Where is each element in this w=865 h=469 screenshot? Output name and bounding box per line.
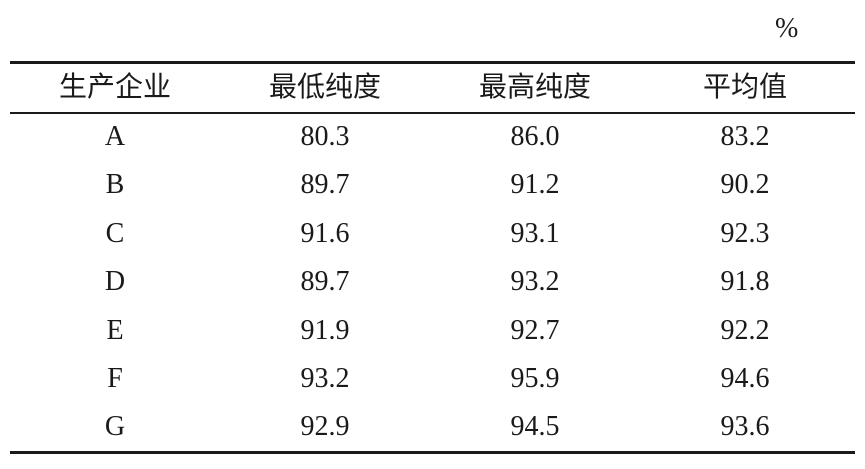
data-cell: 93.1: [510, 217, 560, 249]
top-rule: [10, 61, 855, 64]
row-label: D: [104, 266, 126, 298]
data-cell: 92.3: [720, 217, 770, 249]
row-label: A: [104, 121, 126, 152]
header-rule: [10, 112, 855, 114]
data-cell: 93.6: [720, 411, 770, 443]
data-cell: 89.7: [300, 266, 350, 298]
row-label: F: [107, 363, 123, 394]
data-cell: 83.2: [720, 121, 770, 152]
data-cell: 95.9: [510, 363, 560, 394]
header-cell: 生产企业: [58, 72, 171, 103]
data-cell: 92.2: [720, 314, 770, 346]
data-cell: 91.9: [300, 314, 350, 346]
data-cell: 91.8: [720, 266, 770, 298]
data-cell: 92.7: [510, 314, 560, 346]
data-cell: 91.2: [510, 169, 560, 201]
header-cell: 平均值: [702, 72, 787, 103]
header-cell: 最高纯度: [478, 72, 591, 103]
data-cell: 80.3: [300, 121, 350, 152]
header-cell: 最低纯度: [268, 72, 381, 103]
data-cell: 93.2: [300, 363, 350, 394]
row-label: C: [105, 217, 125, 249]
bottom-rule: [10, 451, 855, 454]
data-cell: 86.0: [510, 121, 560, 152]
data-cell: 90.2: [720, 169, 770, 201]
data-cell: 91.6: [300, 217, 350, 249]
data-cell: 93.2: [510, 266, 560, 298]
data-cell: 89.7: [300, 169, 350, 201]
data-cell: 92.9: [300, 411, 350, 443]
row-label: G: [104, 411, 126, 443]
unit-label: %: [775, 13, 799, 44]
row-label: E: [106, 314, 124, 346]
data-cell: 94.5: [510, 411, 560, 443]
row-label: B: [105, 169, 125, 201]
data-cell: 94.6: [720, 363, 770, 394]
